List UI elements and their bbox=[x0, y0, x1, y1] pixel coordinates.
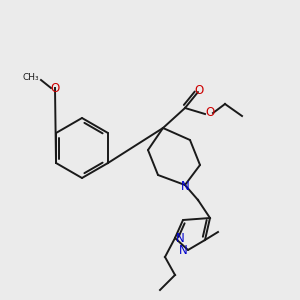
Text: O: O bbox=[50, 82, 60, 94]
Text: O: O bbox=[206, 106, 214, 118]
Text: O: O bbox=[194, 85, 204, 98]
Text: CH₃: CH₃ bbox=[23, 74, 39, 82]
Text: N: N bbox=[181, 179, 189, 193]
Text: N: N bbox=[178, 244, 188, 257]
Text: N: N bbox=[176, 232, 184, 245]
